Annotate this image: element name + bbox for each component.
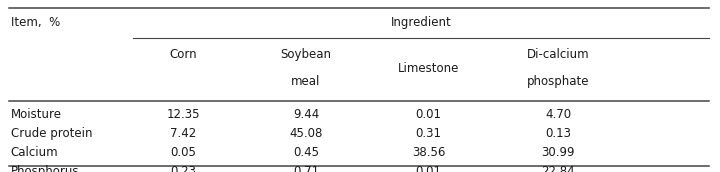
Text: 38.56: 38.56 [412,146,445,159]
Text: 7.42: 7.42 [171,127,197,140]
Text: Limestone: Limestone [397,62,459,75]
Text: 0.01: 0.01 [415,108,441,121]
Text: 0.71: 0.71 [293,165,319,172]
Text: 4.70: 4.70 [545,108,571,121]
Text: 12.35: 12.35 [167,108,200,121]
Text: Item,  %: Item, % [11,16,60,29]
Text: phosphate: phosphate [527,75,589,88]
Text: 0.31: 0.31 [415,127,441,140]
Text: meal: meal [292,75,320,88]
Text: 0.05: 0.05 [171,146,197,159]
Text: Phosphorus: Phosphorus [11,165,79,172]
Text: 9.44: 9.44 [293,108,319,121]
Text: Di-calcium: Di-calcium [527,48,589,61]
Text: Crude protein: Crude protein [11,127,92,140]
Text: 22.84: 22.84 [541,165,575,172]
Text: 45.08: 45.08 [289,127,323,140]
Text: 0.45: 0.45 [293,146,319,159]
Text: 0.01: 0.01 [415,165,441,172]
Text: Ingredient: Ingredient [391,16,451,29]
Text: Soybean: Soybean [281,48,331,61]
Text: 0.23: 0.23 [171,165,197,172]
Text: Calcium: Calcium [11,146,58,159]
Text: Corn: Corn [170,48,197,61]
Text: 30.99: 30.99 [541,146,575,159]
Text: Moisture: Moisture [11,108,62,121]
Text: 0.13: 0.13 [545,127,571,140]
